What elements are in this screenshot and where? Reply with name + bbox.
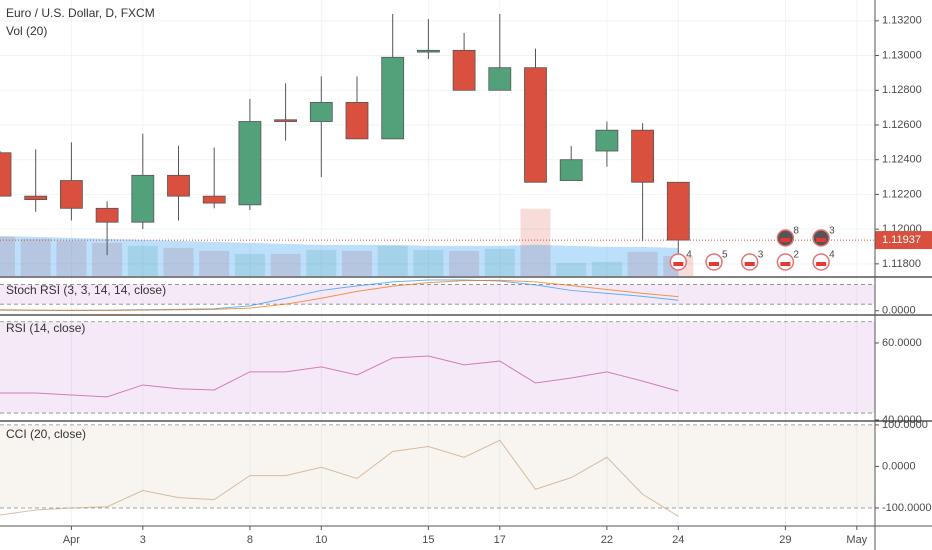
y-tick-label: 1.12400 [882, 154, 922, 166]
y-tick-label: -100.0000 [882, 502, 932, 514]
event-flag [709, 262, 719, 266]
x-tick-label: 24 [672, 534, 684, 546]
volume-bar [270, 253, 301, 276]
y-tick-label: 0.0000 [882, 460, 916, 472]
candle-body [274, 119, 298, 122]
volume-bar [234, 253, 265, 276]
candle-body [416, 49, 440, 53]
x-tick-label: 29 [779, 534, 791, 546]
candle-body [595, 129, 619, 152]
candle-body [309, 102, 333, 122]
y-tick-label: 100.0000 [882, 419, 928, 431]
event-count: 2 [793, 250, 799, 261]
candle-body [452, 49, 476, 91]
event-count: 8 [793, 226, 799, 237]
pane-title: Stoch RSI (3, 3, 14, 14, close) [6, 283, 166, 297]
x-tick-label: 17 [494, 534, 506, 546]
volume-bar [163, 247, 194, 276]
y-tick-label: 1.12200 [882, 188, 922, 200]
volume-bar [413, 249, 444, 276]
x-tick-label: 10 [315, 534, 327, 546]
band-fill [0, 284, 875, 305]
volume-bar [484, 248, 515, 276]
event-count: 3 [829, 226, 835, 237]
volume-bar [520, 208, 551, 276]
candle-body [167, 174, 190, 197]
event-count: 3 [758, 250, 764, 261]
band-fill [0, 321, 875, 414]
x-tick-label: May [846, 534, 867, 546]
candle-body [0, 152, 12, 197]
volume-bar [127, 245, 158, 276]
indicator-line [0, 279, 679, 311]
volume-bar [556, 262, 587, 276]
pane-title: CCI (20, close) [6, 427, 86, 441]
x-tick-label: 22 [601, 534, 613, 546]
event-flag [780, 238, 791, 242]
candle-body [202, 195, 226, 204]
volume-title: Vol (20) [6, 24, 47, 38]
volume-bar [627, 251, 658, 276]
y-tick-label: 1.12600 [882, 119, 922, 131]
volume-bar [591, 261, 622, 276]
last-price-box [875, 231, 932, 250]
x-tick-label: 8 [247, 534, 253, 546]
y-tick-label: 0.0000 [882, 305, 916, 317]
y-tick-label: 60.0000 [882, 337, 922, 349]
volume-bar [306, 249, 337, 276]
x-tick-label: 3 [140, 534, 146, 546]
event-flag [673, 262, 684, 266]
event-flag [744, 262, 755, 266]
candle-body [95, 207, 119, 223]
last-price-label: 1.11937 [882, 234, 921, 246]
y-tick-label: 1.11800 [882, 258, 921, 270]
volume-bar [449, 250, 480, 276]
event-flag [816, 262, 827, 266]
volume-bar [56, 240, 87, 276]
candle-body [524, 67, 547, 183]
y-tick-label: 40.0000 [882, 414, 922, 426]
volume-bar [342, 250, 372, 276]
candle-body [488, 67, 512, 91]
candle-body [559, 159, 583, 181]
event-count: 4 [829, 250, 835, 261]
candle-body [24, 195, 48, 201]
event-count: 5 [722, 250, 728, 261]
band-fill [0, 424, 875, 508]
indicator-line [0, 439, 679, 517]
volume-bar [199, 250, 230, 276]
volume-bar [0, 236, 15, 276]
candle-body [238, 121, 262, 206]
candle-body [631, 129, 654, 183]
volume-ma-area [0, 235, 679, 276]
candle-body [381, 56, 405, 140]
chart-title: Euro / U.S. Dollar, D, FXCM [6, 6, 155, 20]
y-tick-label: 1.13000 [882, 49, 922, 61]
pane-title: RSI (14, close) [6, 321, 85, 335]
candle-body [666, 181, 690, 241]
y-tick-label: 1.13200 [882, 15, 922, 27]
candle-body [131, 174, 155, 223]
indicator-line [0, 355, 679, 398]
candle-body [60, 180, 83, 209]
x-tick-label: Apr [63, 534, 80, 546]
event-flag [816, 238, 827, 242]
volume-bar [20, 238, 51, 276]
candle-body [345, 102, 369, 140]
x-tick-label: 15 [422, 534, 434, 546]
event-flag [780, 262, 791, 266]
event-count: 4 [686, 250, 692, 261]
y-tick-label: 1.12800 [882, 84, 922, 96]
volume-bar [377, 245, 408, 276]
